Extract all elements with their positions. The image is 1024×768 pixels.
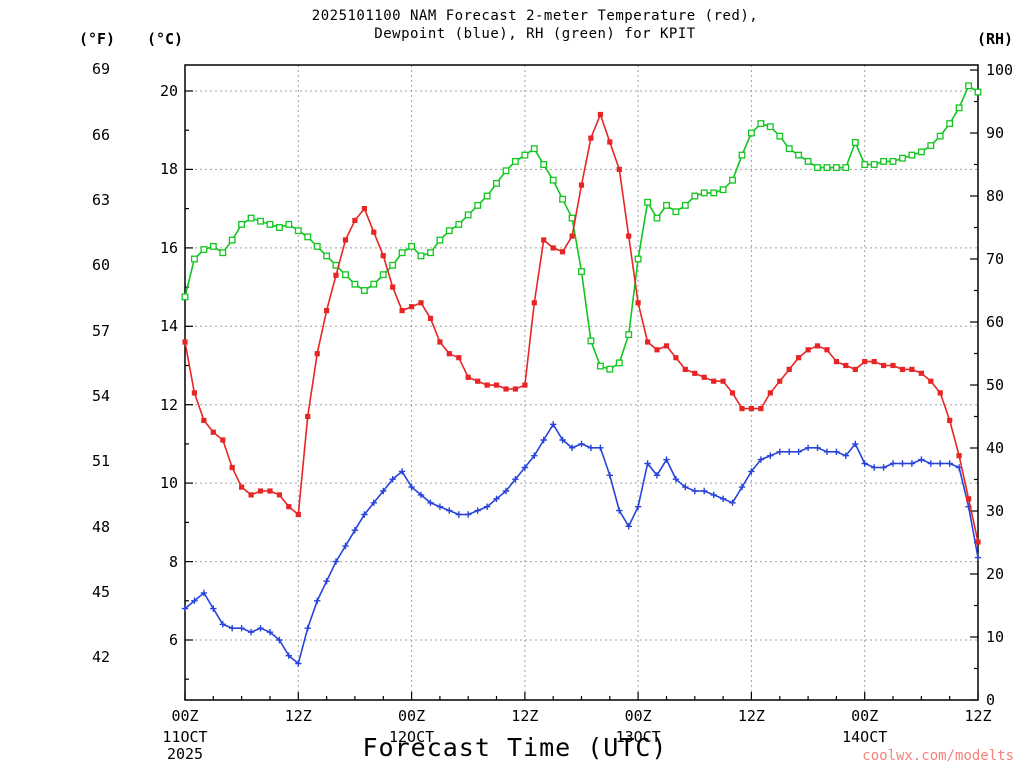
fahrenheit-tick-label: 51 — [91, 452, 110, 471]
celsius-tick-label: 14 — [159, 317, 178, 336]
x-tick-label: 00Z — [851, 707, 879, 725]
rh-tick-label: 50 — [986, 376, 1005, 394]
rh-tick-label: 100 — [986, 61, 1014, 79]
celsius-tick-label: 16 — [159, 238, 178, 257]
fahrenheit-tick-label: 57 — [91, 321, 110, 340]
celsius-axis-unit-label: (°C) — [146, 30, 184, 48]
celsius-tick-label: 8 — [168, 552, 178, 571]
fahrenheit-tick-label: 48 — [91, 517, 110, 536]
celsius-tick-label: 18 — [159, 160, 178, 179]
fahrenheit-tick-label: 69 — [91, 60, 110, 79]
watermark-url: coolwx.com/modelts — [862, 748, 1014, 764]
date-label: 14OCT — [842, 728, 888, 746]
rh-tick-label: 10 — [986, 628, 1005, 646]
fahrenheit-tick-label: 66 — [91, 125, 110, 144]
fahrenheit-tick-label: 60 — [91, 256, 110, 275]
rh-tick-label: 70 — [986, 250, 1005, 268]
fahrenheit-tick-label: 63 — [91, 190, 110, 209]
fahrenheit-tick-label: 45 — [91, 583, 110, 602]
celsius-tick-label: 12 — [159, 395, 178, 414]
chart-title-line2: Dewpoint (blue), RH (green) for KPIT — [374, 26, 696, 42]
x-tick-label: 12Z — [284, 707, 312, 725]
date-label: 13OCT — [615, 728, 661, 746]
x-tick-label: 00Z — [171, 707, 199, 725]
fahrenheit-axis-unit-label: (°F) — [78, 30, 116, 48]
rh-tick-label: 30 — [986, 502, 1005, 520]
fahrenheit-tick-label: 54 — [91, 387, 110, 405]
x-tick-label: 12Z — [964, 707, 992, 725]
rh-tick-label: 40 — [986, 439, 1005, 457]
chart-title-line1: 2025101100 NAM Forecast 2-meter Temperat… — [311, 8, 759, 24]
celsius-tick-label: 10 — [159, 474, 178, 493]
date-year-label: 2025 — [166, 745, 204, 763]
date-label: 11OCT — [162, 728, 208, 746]
rh-tick-label: 90 — [986, 124, 1005, 142]
celsius-tick-label: 6 — [168, 631, 178, 649]
dewpoint-series — [181, 421, 982, 667]
x-tick-label: 00Z — [624, 707, 652, 725]
celsius-tick-label: 20 — [159, 82, 178, 100]
rh-tick-label: 0 — [986, 691, 996, 709]
rh-tick-label: 60 — [986, 313, 1005, 331]
x-tick-label: 00Z — [398, 707, 426, 725]
rh-series — [181, 82, 982, 373]
x-tick-label: 12Z — [737, 707, 765, 725]
fahrenheit-tick-label: 42 — [91, 648, 110, 667]
plot-frame — [184, 64, 979, 701]
temperature-series — [182, 111, 981, 545]
x-axis-title: Forecast Time (UTC) — [362, 733, 668, 762]
date-label: 12OCT — [388, 728, 435, 746]
rh-axis-unit-label: (RH) — [976, 30, 1014, 48]
rh-tick-label: 20 — [986, 565, 1005, 583]
x-tick-label: 12Z — [511, 707, 539, 725]
rh-tick-label: 80 — [986, 187, 1005, 205]
